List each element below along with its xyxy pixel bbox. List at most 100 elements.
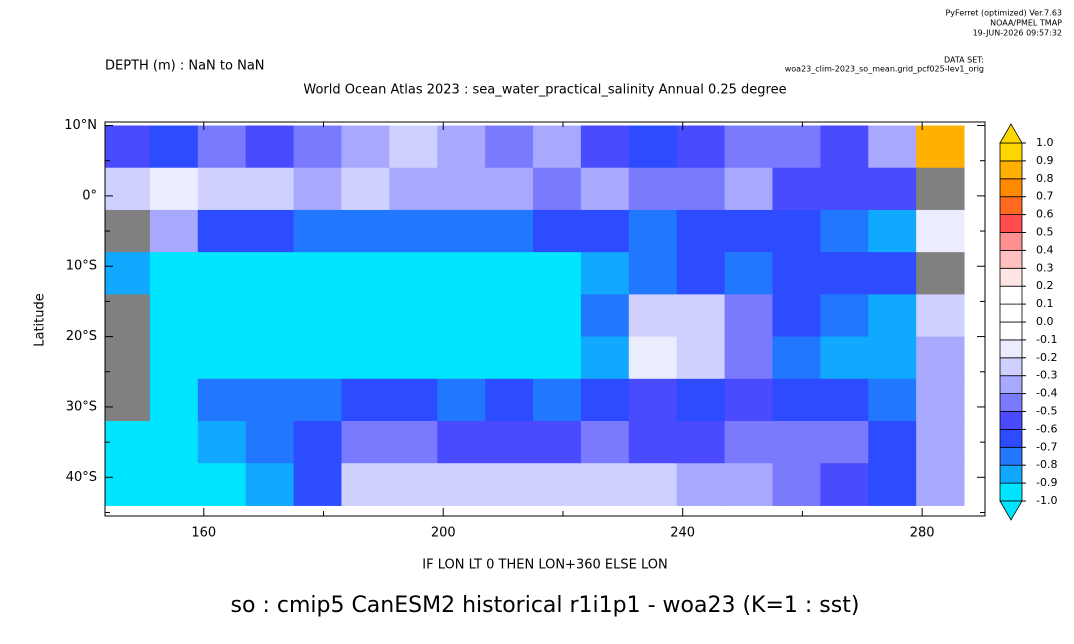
colorbar-swatch <box>999 285 1023 305</box>
cell <box>916 378 965 422</box>
y-tick-label: 40°S <box>66 470 97 485</box>
cell <box>676 336 726 380</box>
cell <box>916 294 965 338</box>
cell <box>628 252 678 295</box>
cell <box>389 463 438 506</box>
cell <box>580 463 630 506</box>
x-tick-label: 280 <box>910 526 935 541</box>
colorbar-swatch <box>999 196 1023 215</box>
y-tick-label: 0° <box>82 188 97 203</box>
cell <box>341 336 390 380</box>
cell <box>533 209 582 253</box>
cell <box>868 336 917 380</box>
colorbar-swatch <box>999 446 1023 466</box>
cell <box>580 294 630 338</box>
cell <box>245 421 295 464</box>
cell <box>628 336 678 380</box>
cell <box>676 463 726 506</box>
colorbar-label: 0.8 <box>1036 172 1054 185</box>
y-axis-label: Latitude <box>33 293 48 347</box>
colorbar-label: 0.4 <box>1036 243 1054 256</box>
cell <box>341 209 390 253</box>
cell <box>820 378 869 422</box>
cell <box>676 167 726 211</box>
cell <box>245 167 295 211</box>
colorbar-swatch <box>999 482 1023 502</box>
dataset: woa23_clim-2023_so_mean.grid_pcf025-lev1… <box>785 65 984 74</box>
cell <box>820 252 869 295</box>
cell <box>724 421 773 464</box>
cell <box>485 125 534 169</box>
cell <box>341 125 390 169</box>
cell <box>628 167 678 211</box>
cell <box>772 125 821 169</box>
cell <box>341 378 390 422</box>
colorbar-label: 0.1 <box>1036 297 1054 310</box>
cell <box>437 463 486 506</box>
land-cell <box>105 378 151 422</box>
cell <box>533 336 582 380</box>
colorbar-label: 1.0 <box>1036 136 1054 149</box>
cell <box>245 209 295 253</box>
cell <box>868 421 917 464</box>
header-line: PyFerret (optimized) Ver.7.63 <box>945 9 1062 18</box>
colorbar-swatch <box>999 249 1023 269</box>
cell <box>389 378 438 422</box>
cell <box>676 294 726 338</box>
cell <box>149 294 199 338</box>
cell <box>533 463 582 506</box>
cell <box>676 252 726 295</box>
cell <box>293 209 342 253</box>
header-line: NOAA/PMEL TMAP <box>990 19 1062 28</box>
cell <box>293 125 342 169</box>
cell <box>341 167 390 211</box>
cell <box>533 167 582 211</box>
cell <box>245 463 295 506</box>
cell <box>105 125 151 169</box>
field <box>105 125 965 506</box>
cell <box>533 252 582 295</box>
colorbar-swatch <box>999 375 1023 395</box>
colorbar-swatch <box>999 303 1023 323</box>
colorbar-label: 0.6 <box>1036 208 1054 221</box>
cell <box>293 463 342 506</box>
cell <box>197 209 247 253</box>
cell <box>628 125 678 169</box>
colorbar-swatch <box>999 160 1023 180</box>
cell <box>724 294 773 338</box>
x-tick-label: 240 <box>670 526 695 541</box>
colorbar-label: -0.5 <box>1036 405 1057 418</box>
y-tick-label: 30°S <box>66 399 97 414</box>
cell <box>868 252 917 295</box>
cell <box>389 209 438 253</box>
cell <box>485 421 534 464</box>
cell <box>916 421 965 464</box>
cell <box>389 336 438 380</box>
cell <box>580 209 630 253</box>
cell <box>772 378 821 422</box>
colorbar-swatch <box>999 142 1023 162</box>
cell <box>341 463 390 506</box>
cell <box>437 421 486 464</box>
cell <box>916 336 965 380</box>
cell <box>724 209 773 253</box>
cell <box>389 252 438 295</box>
y-tick-label: 10°N <box>64 118 97 133</box>
cell <box>820 209 869 253</box>
cell <box>820 336 869 380</box>
cell <box>105 463 151 506</box>
cell <box>197 294 247 338</box>
cell <box>676 421 726 464</box>
cell <box>533 125 582 169</box>
cell <box>820 167 869 211</box>
cell <box>437 167 486 211</box>
cell <box>772 294 821 338</box>
colorbar-label: -0.4 <box>1036 387 1057 400</box>
cell <box>485 463 534 506</box>
cell <box>197 252 247 295</box>
cell <box>105 421 151 464</box>
caption: so : cmip5 CanESM2 historical r1i1p1 - w… <box>231 593 860 618</box>
cell <box>868 125 917 169</box>
cell <box>916 463 965 506</box>
